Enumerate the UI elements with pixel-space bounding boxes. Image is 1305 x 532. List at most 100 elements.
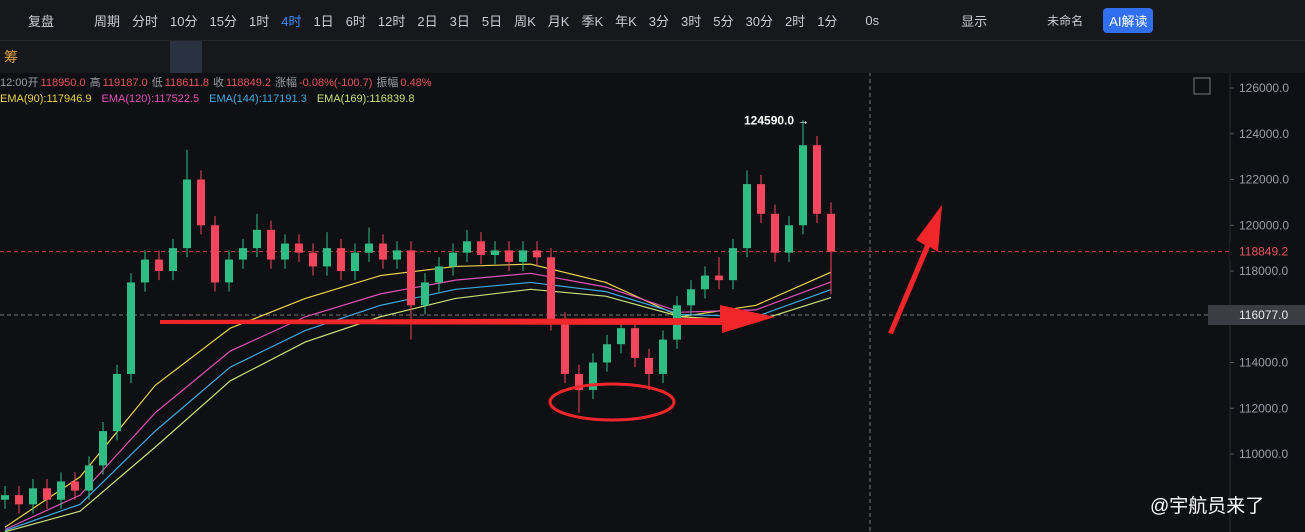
candle-body xyxy=(785,225,793,253)
candle-body xyxy=(729,248,737,281)
arrow-up xyxy=(888,205,942,334)
y-tick-label: 126000.0 xyxy=(1239,81,1289,95)
candle-body xyxy=(127,282,135,374)
candle-body xyxy=(29,488,37,505)
ohlc-info: 12:00开 118950.0 高 119187.0 低 118611.8 收 118849.… xyxy=(0,74,436,90)
interval[interactable]: 5日 xyxy=(481,13,503,29)
replay[interactable]: 复盘 xyxy=(28,13,55,29)
candle-body xyxy=(799,145,807,226)
info-value: 118611.8 xyxy=(164,77,209,89)
candle-body xyxy=(435,266,443,283)
circle-mark xyxy=(548,382,676,422)
interval[interactable]: 2时 xyxy=(784,13,806,29)
candle-body xyxy=(253,229,261,249)
y-tick-label: 120000.0 xyxy=(1239,218,1289,232)
candle-body xyxy=(463,241,471,253)
chip-tool[interactable]: 筹 xyxy=(4,49,18,65)
interval[interactable]: 12时 xyxy=(377,13,406,29)
info-label: 低 xyxy=(151,77,163,89)
candle-body xyxy=(183,179,191,249)
candle-body xyxy=(589,362,597,390)
candle-body xyxy=(267,229,275,260)
period[interactable]: 周期 xyxy=(94,13,121,29)
candle-body xyxy=(1,495,9,500)
candle-body xyxy=(771,213,779,253)
interval[interactable]: 年K xyxy=(615,13,637,29)
candle-body xyxy=(575,373,583,390)
candle-body xyxy=(715,275,723,281)
interval[interactable]: 2日 xyxy=(417,13,438,29)
candle-body xyxy=(505,250,513,262)
candle-body xyxy=(365,243,373,253)
y-tick-label: 112000.0 xyxy=(1239,401,1288,415)
candle-body xyxy=(197,179,205,226)
arrow-right xyxy=(160,305,775,333)
candle-body xyxy=(57,481,65,500)
last-price-label: 118849.2 xyxy=(1239,245,1288,259)
info-value: -0.08%(-100.7) xyxy=(299,77,373,89)
y-tick-label: 124000.0 xyxy=(1239,127,1289,141)
interval[interactable]: 4时 xyxy=(281,13,302,29)
ema-line xyxy=(4,281,832,532)
info-label: 12:00 xyxy=(0,77,28,89)
layout[interactable]: 未命名 xyxy=(1047,13,1084,28)
candle-body xyxy=(603,344,611,363)
interval[interactable]: 6时 xyxy=(345,13,366,29)
candle-body xyxy=(757,184,765,214)
active-tool[interactable] xyxy=(170,41,202,73)
candle-body xyxy=(617,328,625,345)
interval[interactable]: 1时 xyxy=(248,13,270,29)
candle-body xyxy=(743,184,751,249)
ai-button[interactable]: AI解读 xyxy=(1103,7,1154,33)
candle-body xyxy=(211,225,219,283)
candle-body xyxy=(225,259,233,283)
interval[interactable]: 30分 xyxy=(745,13,773,29)
candle-body xyxy=(519,250,527,262)
candle-body xyxy=(561,321,569,374)
candle-body xyxy=(477,241,485,255)
info-label: 收 xyxy=(212,77,224,89)
candle-body xyxy=(351,252,359,272)
toolbar: 复盘 周期 分时 10分 15分 1时 4时 1日 6时 12时 2日 3日 5日 周K 月K 季K 年K 3分 3… xyxy=(0,0,1305,40)
high-annotation: 124590.0 → xyxy=(744,113,809,127)
candle-body xyxy=(449,252,457,267)
info-label: 涨幅 xyxy=(275,77,298,89)
candle-body xyxy=(491,250,499,255)
candle-body xyxy=(701,275,709,290)
watermark: @宇航员来了 xyxy=(1150,495,1264,517)
candle-body xyxy=(407,250,415,306)
interval[interactable]: 15分 xyxy=(209,13,237,29)
ema-line xyxy=(4,288,832,532)
cursor-price-label: 116077.0 xyxy=(1239,308,1288,322)
ema-legend: EMA(90):117946.9 EMA(120):117522.5 EMA(144… xyxy=(0,93,424,105)
cursor-price-box xyxy=(1208,304,1305,325)
candle-body xyxy=(533,250,541,258)
interval[interactable]: 周K xyxy=(514,13,536,29)
interval[interactable]: 3日 xyxy=(449,13,470,29)
candle-body xyxy=(43,488,51,500)
candle-body xyxy=(113,373,121,432)
interval[interactable]: 3时 xyxy=(681,13,702,29)
info-label: 振幅 xyxy=(376,77,399,89)
candle-body xyxy=(393,250,401,260)
interval[interactable]: 1日 xyxy=(313,13,334,29)
candle-body xyxy=(141,259,149,283)
interval[interactable]: 分时 xyxy=(132,13,159,29)
interval[interactable]: 3分 xyxy=(648,13,670,29)
timer[interactable]: 0s xyxy=(865,12,880,28)
y-tick-label: 110000.0 xyxy=(1239,447,1288,461)
interval[interactable]: 5分 xyxy=(713,13,734,29)
interval[interactable]: 1分 xyxy=(817,13,838,29)
candle-body xyxy=(295,243,303,253)
display[interactable]: 显示 xyxy=(961,13,988,29)
candle-body xyxy=(281,243,289,260)
interval[interactable]: 10分 xyxy=(170,13,198,29)
y-tick-label: 122000.0 xyxy=(1239,173,1289,187)
y-tick-label: 114000.0 xyxy=(1239,356,1288,370)
candle-body xyxy=(71,481,79,491)
candle-body xyxy=(659,339,667,374)
interval[interactable]: 季K xyxy=(581,13,604,29)
candle-body xyxy=(169,248,177,272)
interval[interactable]: 月K xyxy=(547,13,570,29)
